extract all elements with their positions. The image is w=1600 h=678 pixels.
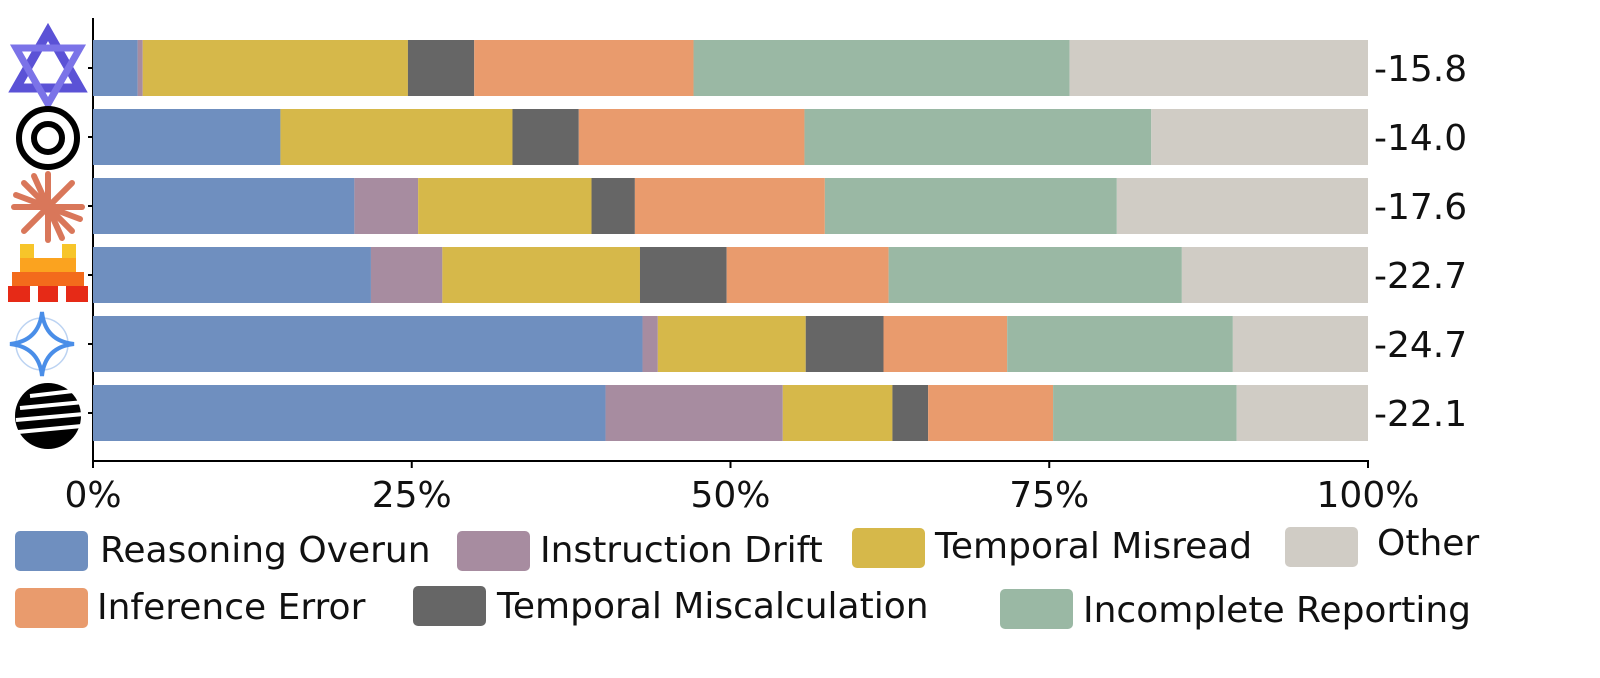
legend-swatch	[1000, 589, 1073, 629]
bar-segment	[883, 316, 1008, 372]
legend-label: Temporal Miscalculation	[496, 586, 929, 627]
bar-segment	[93, 316, 643, 372]
bar-segment	[578, 109, 805, 165]
bar-segment	[726, 247, 889, 303]
row-annotation: -14.0	[1374, 118, 1467, 159]
bar-segment	[1007, 316, 1233, 372]
bar-segment	[605, 385, 783, 441]
bar-segment	[1181, 247, 1368, 303]
bar-segment	[824, 178, 1117, 234]
bar-segment	[892, 385, 929, 441]
bar-segment	[1151, 109, 1368, 165]
bar-segment	[142, 40, 408, 96]
model-logos	[8, 22, 88, 449]
bar-segment	[782, 385, 893, 441]
bar-segment	[888, 247, 1182, 303]
bar-segment	[928, 385, 1054, 441]
legend-swatch	[15, 531, 88, 571]
legend-label: Other	[1377, 523, 1479, 564]
logo-claude	[11, 171, 85, 243]
bar-segment	[93, 109, 281, 165]
logo-openai	[16, 106, 80, 170]
row-annotation: -17.6	[1374, 187, 1467, 228]
bar-segment	[1232, 316, 1368, 372]
bar-segment	[93, 40, 138, 96]
bar-segment	[657, 316, 806, 372]
legend-label: Incomplete Reporting	[1083, 590, 1471, 631]
bar-segment	[512, 109, 579, 165]
legend-swatch	[1285, 527, 1358, 567]
bar-segment	[137, 40, 143, 96]
logo-last	[15, 383, 85, 449]
bar-segment	[370, 247, 443, 303]
bar-segment	[1116, 178, 1368, 234]
bar-segment	[93, 178, 355, 234]
row-annotation: -24.7	[1374, 325, 1467, 366]
x-tick-label: 100%	[1317, 475, 1420, 516]
legend-swatch	[15, 588, 88, 628]
x-tick-label: 0%	[64, 475, 121, 516]
bar-segment	[642, 316, 658, 372]
bar-segment	[639, 247, 727, 303]
bar-segment	[1069, 40, 1368, 96]
row-annotation: -15.8	[1374, 49, 1467, 90]
x-tick-label: 50%	[690, 475, 770, 516]
bar-segment	[693, 40, 1070, 96]
row-annotation: -22.1	[1374, 394, 1467, 435]
legend-label: Instruction Drift	[540, 530, 823, 571]
bar-segment	[591, 178, 635, 234]
legend-label: Reasoning Overun	[100, 530, 431, 571]
bar-segment	[354, 178, 419, 234]
bar-segment	[93, 247, 371, 303]
bar-segment	[1053, 385, 1237, 441]
bar-segment	[93, 385, 606, 441]
x-tick-label: 25%	[372, 475, 452, 516]
logo-gemini	[9, 311, 75, 377]
bar-segment	[407, 40, 475, 96]
bar-segment	[474, 40, 694, 96]
bar-segment	[804, 109, 1152, 165]
logo-mistral	[8, 244, 88, 302]
logo-qwen	[8, 22, 88, 112]
bar-segment	[634, 178, 825, 234]
legend-swatch	[852, 528, 925, 568]
bar-segment	[280, 109, 513, 165]
bar-segment	[805, 316, 884, 372]
bar-segment	[1236, 385, 1368, 441]
legend-label: Temporal Misread	[934, 526, 1252, 567]
legend-label: Inference Error	[97, 587, 366, 628]
legend-swatch	[413, 586, 486, 626]
bar-segment	[418, 178, 592, 234]
x-tick-label: 75%	[1009, 475, 1089, 516]
legend-swatch	[457, 531, 530, 571]
row-annotation: -22.7	[1374, 256, 1467, 297]
bar-segment	[442, 247, 640, 303]
